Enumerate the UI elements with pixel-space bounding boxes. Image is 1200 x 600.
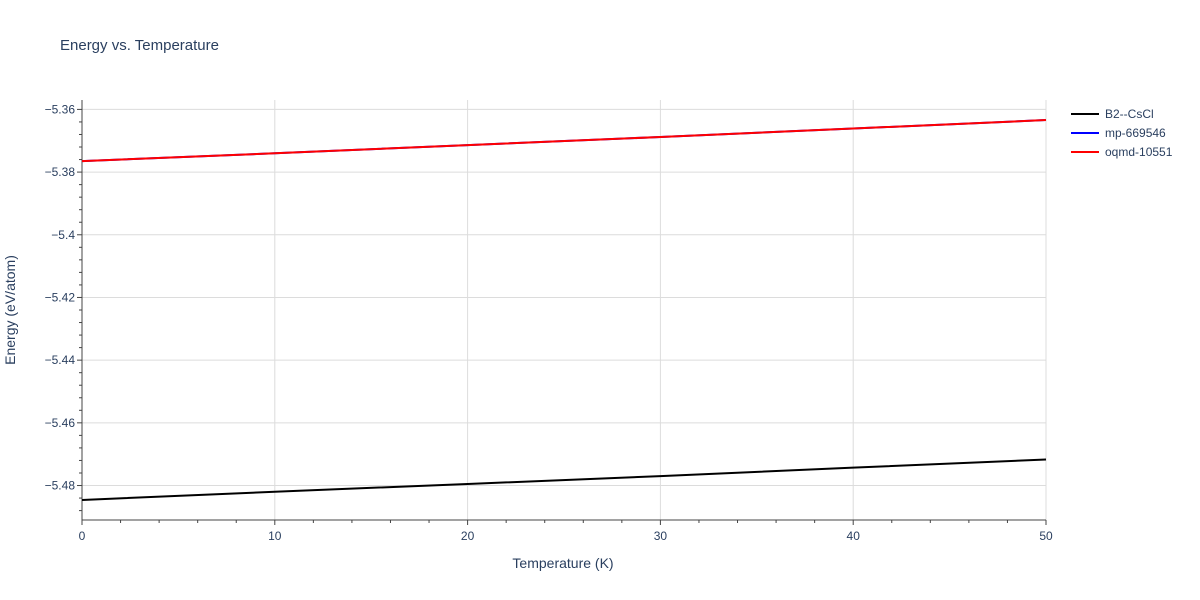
chart-title: Energy vs. Temperature bbox=[60, 37, 219, 54]
x-tick-label: 20 bbox=[461, 529, 475, 543]
tick-labels: 0 10 20 30 40 50 −5.48 −5.46 −5.44 −5.42 −5.4 −5.38… bbox=[45, 102, 1053, 543]
x-tick-label: 10 bbox=[268, 529, 282, 543]
legend: B2--CsCl mp-669546 oqmd-10551 bbox=[1071, 107, 1173, 159]
x-tick-label: 40 bbox=[847, 529, 861, 543]
y-tick-label: −5.36 bbox=[45, 102, 76, 116]
series-line-oqmd-10551 bbox=[81, 119, 1047, 163]
series-lines bbox=[81, 119, 1047, 501]
y-tick-label: −5.44 bbox=[45, 353, 76, 367]
x-tick-label: 50 bbox=[1039, 529, 1053, 543]
y-tick-label: −5.48 bbox=[45, 479, 76, 493]
legend-label: B2--CsCl bbox=[1105, 107, 1154, 121]
x-tick-label: 30 bbox=[654, 529, 668, 543]
series-line-B2--CsCl bbox=[81, 458, 1047, 501]
y-tick-label: −5.38 bbox=[45, 165, 76, 179]
x-axis-title: Temperature (K) bbox=[512, 555, 613, 571]
y-tick-label: −5.42 bbox=[45, 290, 76, 304]
y-tick-label: −5.4 bbox=[51, 228, 75, 242]
y-axis-title: Energy (eV/atom) bbox=[2, 255, 18, 365]
legend-label: oqmd-10551 bbox=[1105, 145, 1173, 159]
x-tick-label: 0 bbox=[79, 529, 86, 543]
grid bbox=[82, 100, 1047, 520]
legend-label: mp-669546 bbox=[1105, 126, 1166, 140]
y-tick-label: −5.46 bbox=[45, 416, 76, 430]
axes bbox=[77, 100, 1047, 525]
